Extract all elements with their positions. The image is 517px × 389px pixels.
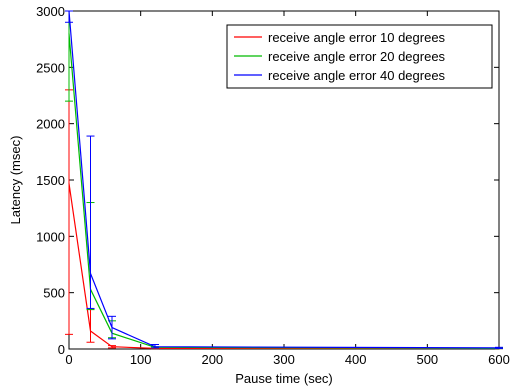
x-tick-label: 100 [130,352,152,367]
y-tick-label: 3000 [36,4,65,19]
y-tick-label: 2500 [36,60,65,75]
legend-box [226,24,493,89]
y-tick-label: 500 [43,286,65,301]
axes: 0 100 200 300 400 500 600 0 500 1000 1500 2000 2500 3… [36,4,510,367]
x-tick-label: 300 [273,352,295,367]
y-tick-label: 1500 [36,173,65,188]
series-layer [65,10,503,350]
y-tick-label: 0 [58,342,65,357]
x-tick-label: 500 [416,352,438,367]
x-tick-label: 0 [65,352,72,367]
legend-entry: receive angle error 10 degrees [268,30,446,45]
legend-entry: receive angle error 20 degrees [268,49,446,64]
series-3 [65,10,503,349]
legend: receive angle error 10 degrees receive an… [226,24,493,89]
y-tick-label: 1000 [36,229,65,244]
x-tick-label: 400 [345,352,367,367]
y-axis-label: Latency (msec) [8,136,23,225]
legend-entry: receive angle error 40 degrees [268,68,446,83]
x-tick-label: 200 [201,352,223,367]
x-tick-label: 600 [488,352,510,367]
x-axis-label: Pause time (sec) [235,371,333,386]
y-tick-label: 2000 [36,117,65,132]
